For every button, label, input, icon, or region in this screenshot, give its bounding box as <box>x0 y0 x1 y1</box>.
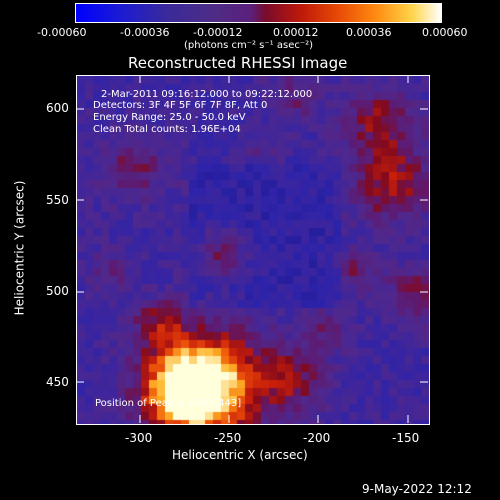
colorbar-tick-label: -0.00036 <box>120 26 170 39</box>
colorbar-tick-label: 0.00060 <box>422 26 468 39</box>
colorbar-tick-label: 0.00012 <box>273 26 319 39</box>
y-tick-label: 600 <box>46 101 69 115</box>
colorbar-tick-label: -0.00012 <box>193 26 243 39</box>
y-tick-label: 550 <box>46 193 69 207</box>
colorbar <box>75 3 442 23</box>
info-line-detectors: Detectors: 3F 4F 5F 6F 7F 8F, Att 0 <box>93 100 268 111</box>
info-line-clean: Clean Total counts: 1.96E+04 <box>93 124 241 135</box>
colorbar-tick-label: -0.00060 <box>37 26 87 39</box>
x-axis-label: Heliocentric X (arcsec) <box>172 448 308 462</box>
image-plot-area <box>76 75 430 425</box>
y-axis-label: Heliocentric Y (arcsec) <box>12 180 27 316</box>
y-tick-label: 500 <box>46 284 69 298</box>
x-tick-label: -250 <box>214 431 242 445</box>
footer-date: 9-May-2022 12:12 <box>362 482 472 496</box>
info-line-time: 2-Mar-2011 09:16:12.000 to 09:22:12.000 <box>101 89 313 100</box>
x-tick-label: -150 <box>392 431 420 445</box>
colorbar-tick-label: 0.00036 <box>346 26 392 39</box>
reconstructed-image <box>77 76 429 424</box>
colorbar-units: (photons cm⁻² s⁻¹ asec⁻²) <box>184 40 314 51</box>
x-tick-label: -300 <box>125 431 153 445</box>
peak-position-label: Position of Peak = [-263,443] <box>95 398 242 409</box>
x-tick-label: -200 <box>303 431 331 445</box>
plot-title: Reconstructed RHESSI Image <box>128 54 348 72</box>
y-tick-label: 450 <box>46 375 69 389</box>
info-line-energy: Energy Range: 25.0 - 50.0 keV <box>93 112 246 123</box>
